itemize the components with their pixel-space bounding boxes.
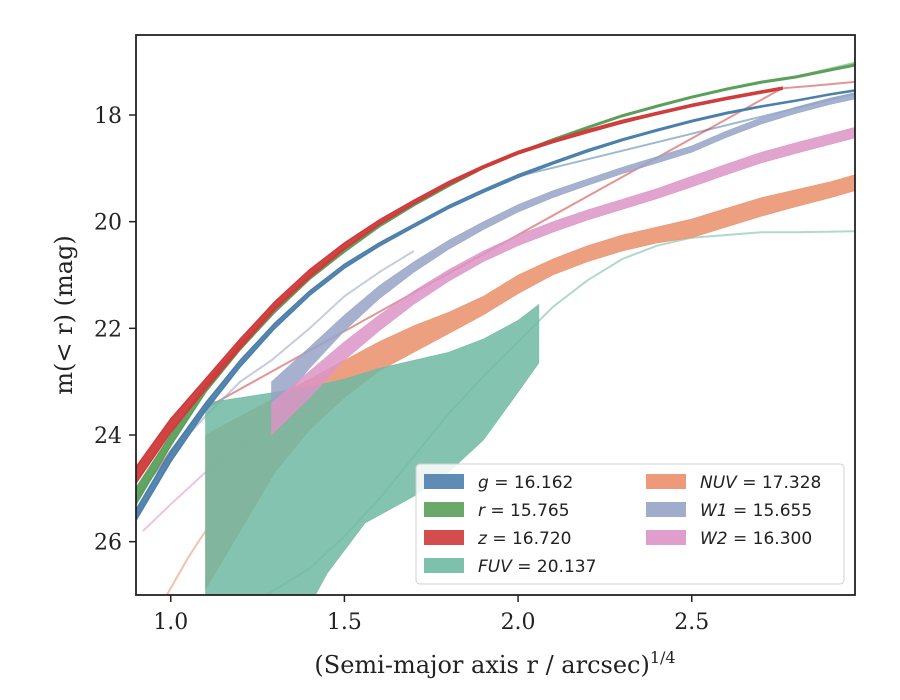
legend-swatch-g [424, 474, 464, 489]
y-tick-label: 22 [94, 317, 122, 342]
legend-swatch-z [424, 530, 464, 545]
legend-label-nuv: NUV = 17.328 [700, 473, 821, 493]
band-w1 [271, 92, 855, 415]
legend-label-r: r = 15.765 [478, 501, 570, 521]
x-tick-label: 2.0 [501, 610, 536, 635]
profile-bands [136, 63, 855, 595]
y-tick-label: 26 [94, 531, 122, 556]
x-tick-label: 1.5 [327, 610, 362, 635]
legend-label-z: z = 16.720 [477, 529, 571, 549]
y-tick-label: 18 [94, 104, 122, 129]
band-fuv [205, 303, 540, 595]
legend-swatch-fuv [424, 558, 464, 573]
legend: g = 16.162 r = 15.765 z = 16.720 FUV = 20.1… [415, 463, 845, 585]
band-z [136, 86, 783, 485]
legend-swatch-w2 [646, 530, 686, 545]
band-w2 [271, 127, 855, 436]
legend-label-g: g = 16.162 [478, 473, 573, 493]
x-axis-ticks: 1.0 1.5 2.0 2.5 [153, 595, 709, 635]
legend-swatch-r [424, 502, 464, 517]
x-tick-label: 1.0 [153, 610, 188, 635]
legend-box [415, 463, 845, 585]
x-axis-title: (Semi-major axis r / arcsec)1/4 [314, 648, 675, 679]
legend-swatch-nuv [646, 474, 686, 489]
y-tick-label: 20 [94, 211, 122, 236]
extrapolated-curve-nuv [165, 530, 207, 595]
y-tick-label: 24 [94, 424, 122, 449]
x-tick-label: 2.5 [674, 610, 709, 635]
legend-label-w1: W1 = 15.655 [700, 501, 812, 521]
band-g [136, 89, 855, 522]
y-axis-title: m(< r) (mag) [50, 235, 78, 394]
legend-swatch-w1 [646, 502, 686, 517]
y-axis-ticks: 18 20 22 24 26 [94, 104, 136, 556]
plot-frame [135, 34, 856, 596]
legend-label-w2: W2 = 16.300 [700, 529, 812, 549]
legend-label-fuv: FUV = 20.137 [478, 557, 596, 577]
